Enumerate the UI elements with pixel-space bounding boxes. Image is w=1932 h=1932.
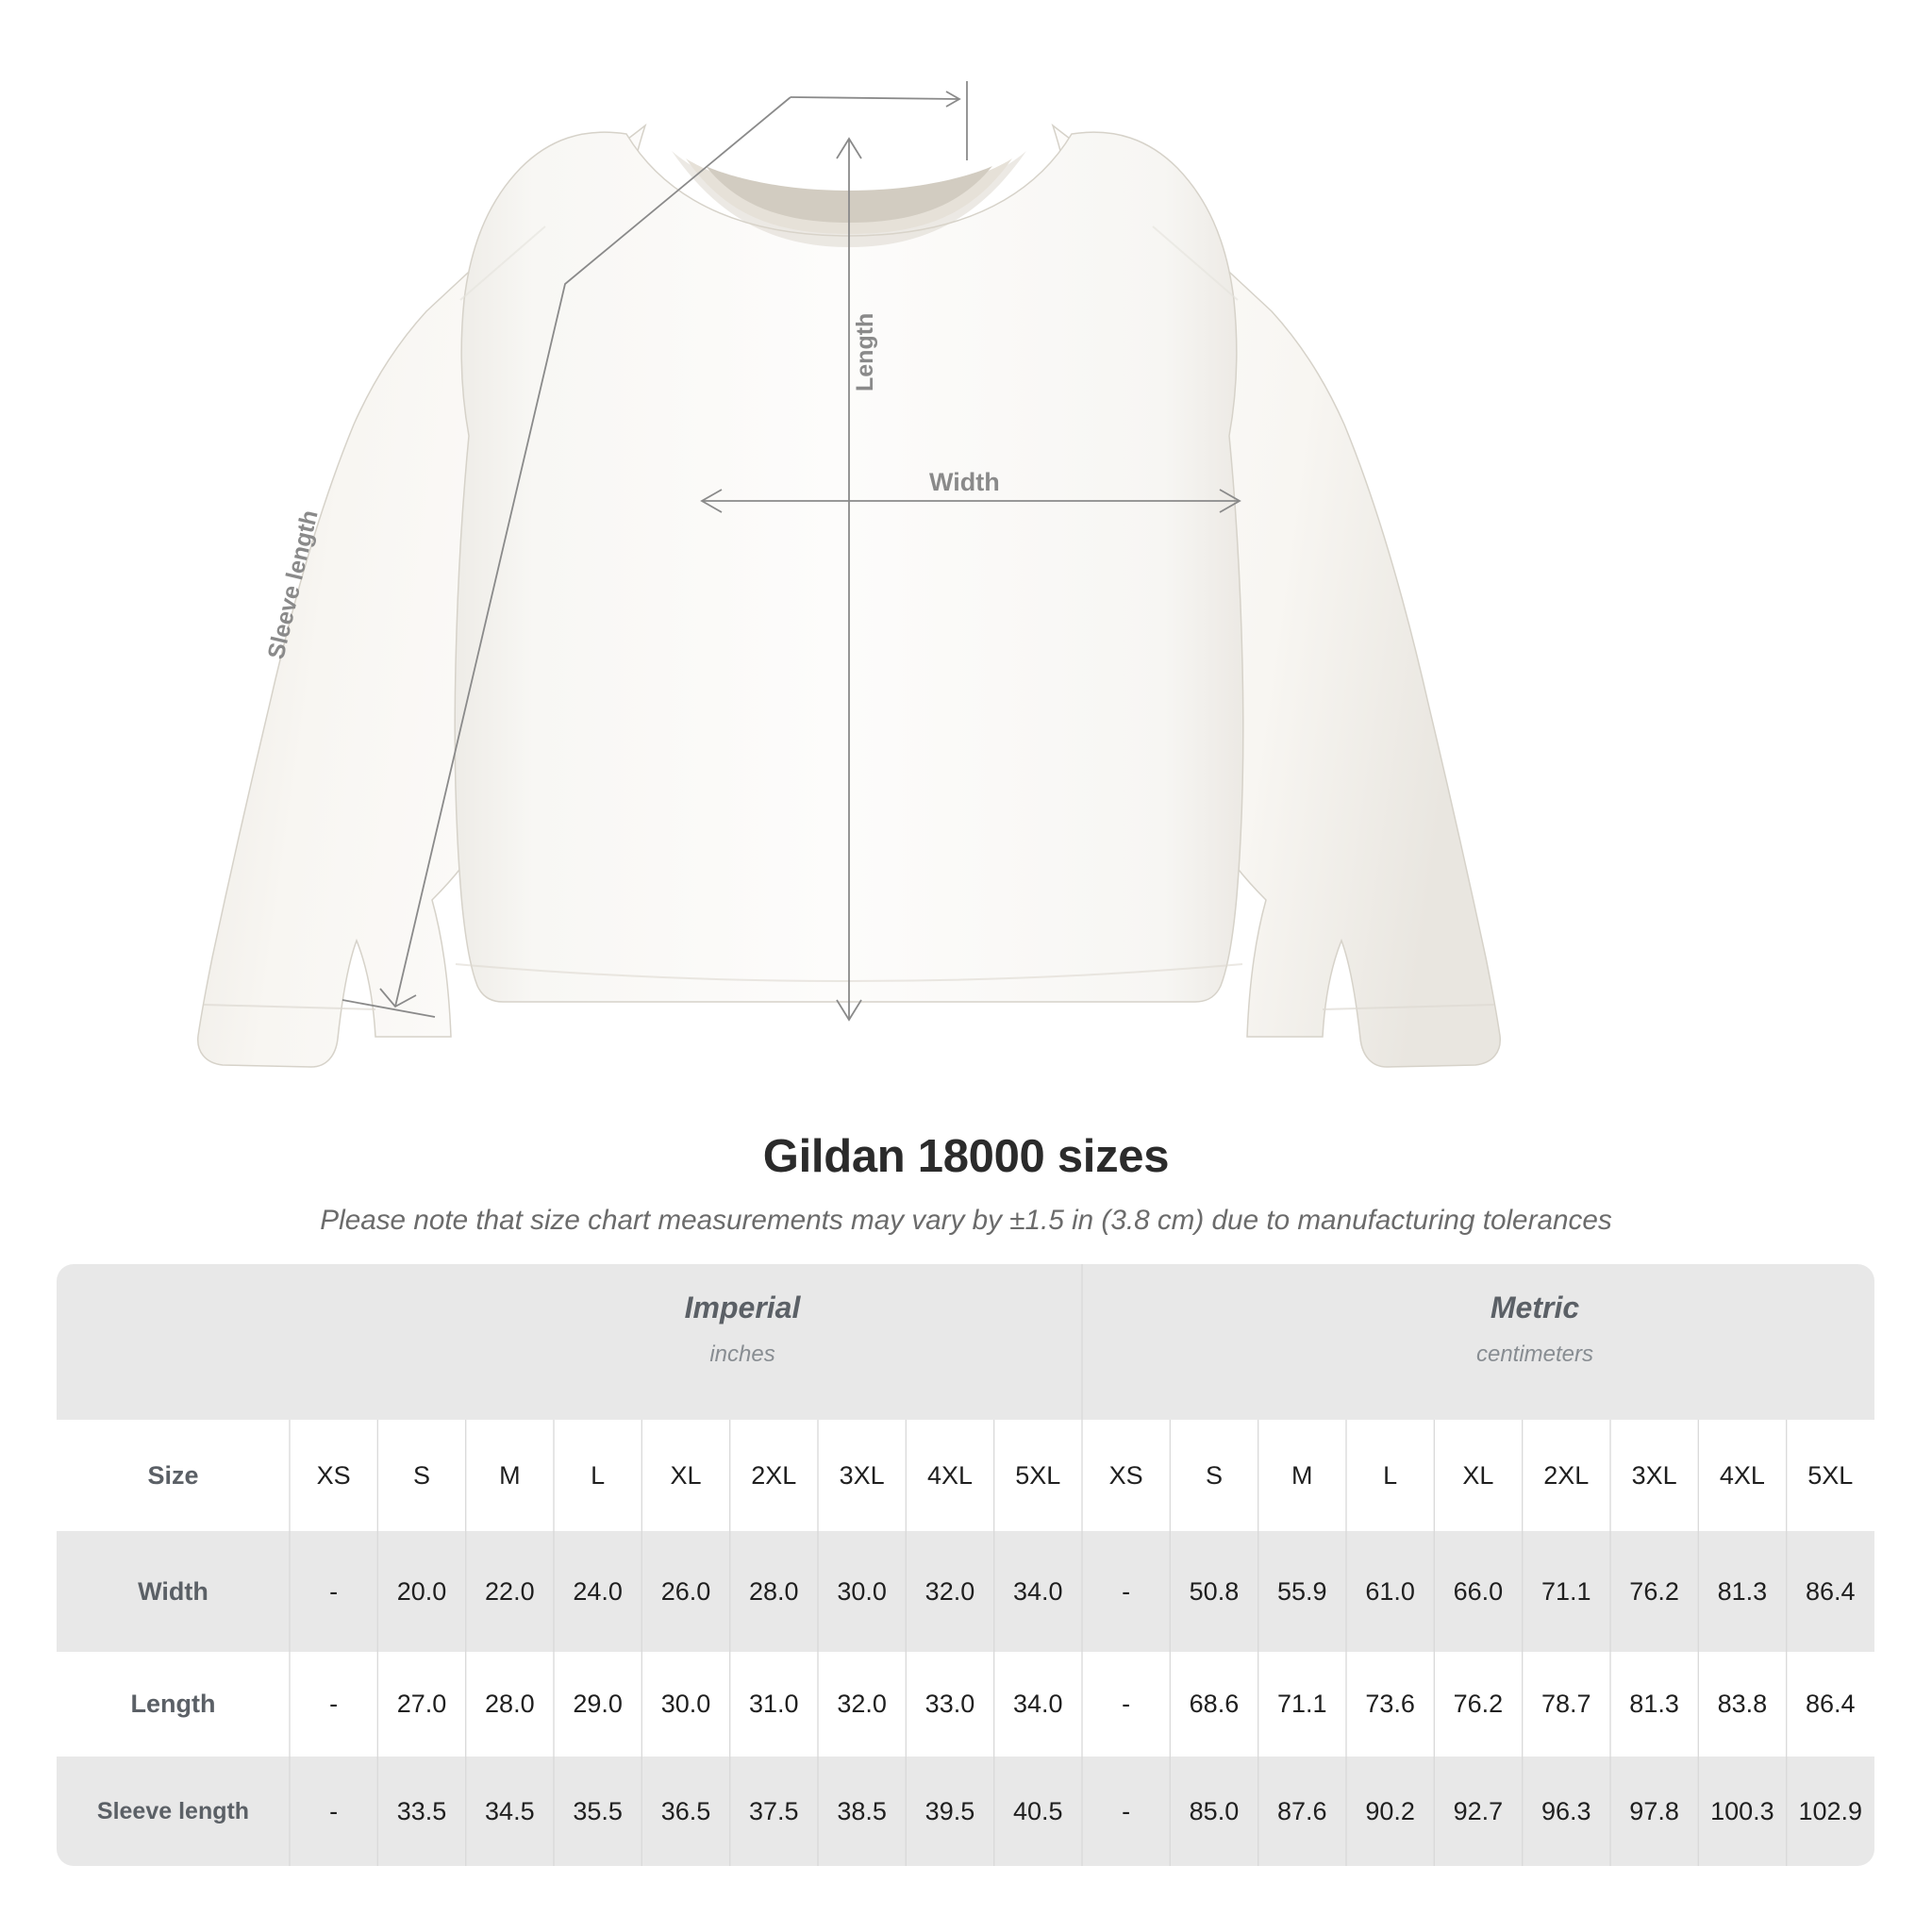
svg-text:Width: Width: [929, 468, 1000, 496]
svg-text:Sleeve length: Sleeve length: [263, 508, 324, 661]
svg-text:Length: Length: [852, 313, 878, 391]
